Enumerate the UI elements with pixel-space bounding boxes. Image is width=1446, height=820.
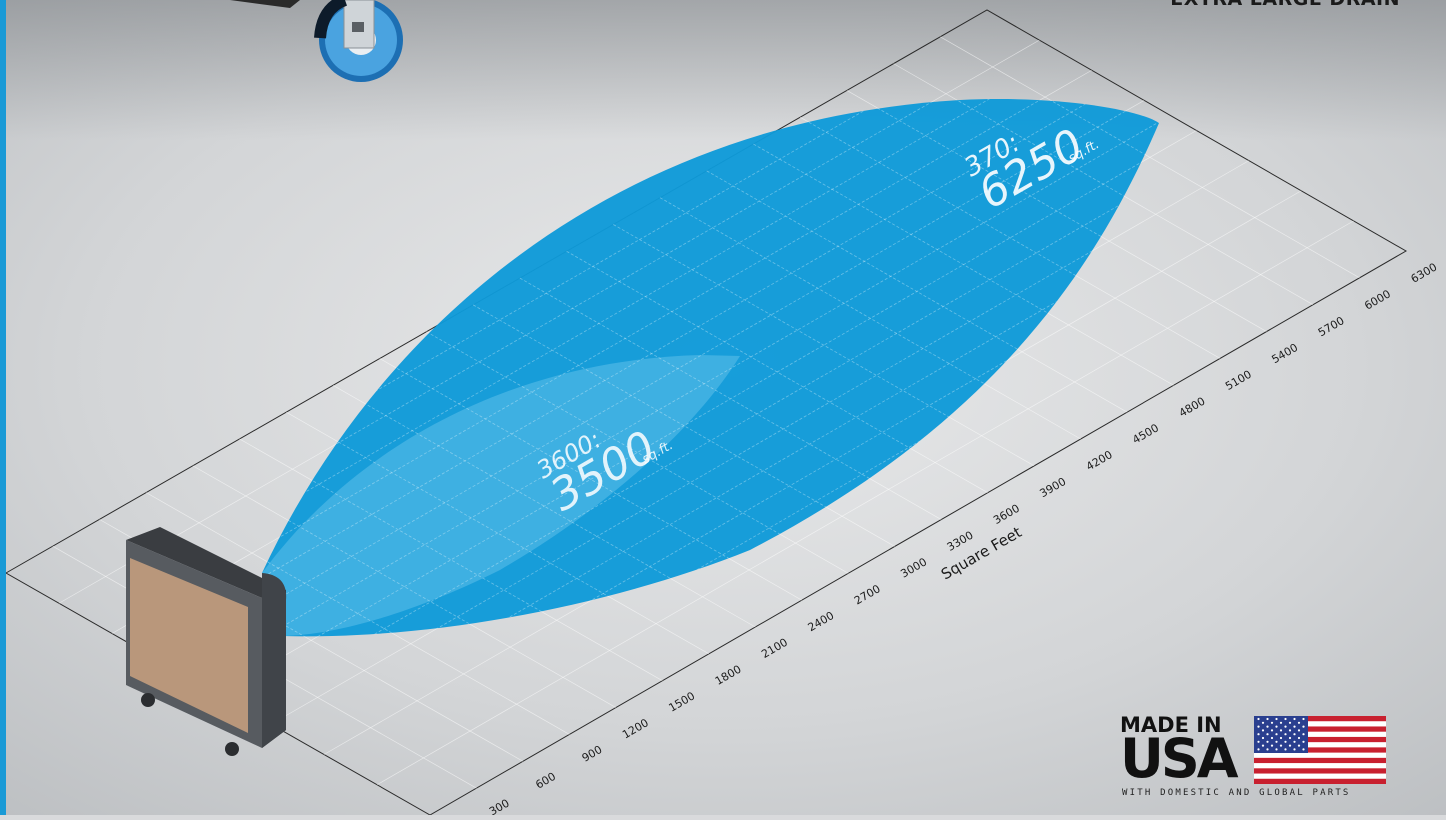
flag-stripe: [1254, 716, 1386, 722]
flag-star: [1302, 717, 1305, 721]
coverage-grid-line: [846, 99, 1159, 332]
flag-star: [1279, 721, 1283, 724]
flag-star: [1266, 725, 1269, 728]
flag-star: [1297, 736, 1301, 740]
made-in-usa-badge: MADE IN USA WITH DOMESTIC AND GLOBAL PAR…: [1120, 714, 1388, 802]
flag-star: [1284, 740, 1287, 743]
flag-star: [1293, 725, 1296, 728]
flag-star: [1293, 748, 1296, 751]
coverage-grid-line: [659, 197, 1081, 440]
flag-star: [1279, 729, 1283, 732]
flag-star: [1266, 733, 1269, 736]
flag-star: [1270, 729, 1274, 732]
coverage-grid-line: [262, 99, 1040, 604]
coverage-grid-line: [262, 99, 1119, 637]
flag-star: [1288, 744, 1292, 747]
coverage-grid-line: [262, 100, 1145, 637]
flag-stripe: [1254, 747, 1386, 753]
flag-star: [1266, 748, 1269, 751]
flag-star: [1270, 721, 1274, 724]
coverage-grid-line: [262, 130, 1159, 637]
coverage-grid-line: [262, 99, 1066, 619]
banner-text: EXTRA LARGE DRAIN: [1170, 0, 1400, 10]
coverage-grid-line: [270, 160, 1159, 637]
coverage-grid-line: [706, 170, 1128, 413]
coverage-grid-line: [799, 116, 1159, 359]
accent-edge-bar: [0, 0, 6, 815]
caster-wheel: [230, 0, 403, 82]
flag-star: [1261, 736, 1265, 740]
flag-star: [1288, 736, 1292, 740]
floor-shadow: [0, 0, 1446, 140]
evaporative-cooler: [126, 527, 287, 756]
grid-line: [376, 220, 1354, 786]
flag-star: [1284, 733, 1287, 736]
flag-star: [1266, 740, 1269, 743]
flag-stripe: [1254, 768, 1386, 774]
badge-subtitle: WITH DOMESTIC AND GLOBAL PARTS: [1122, 788, 1351, 798]
flag-star: [1302, 733, 1305, 736]
flag-stripe: [1254, 757, 1386, 764]
flag-star: [1266, 717, 1269, 721]
coverage-grid-line: [262, 99, 1092, 634]
us-flag-icon: [1254, 716, 1386, 784]
flag-star: [1302, 725, 1305, 728]
flag-stripe: [1254, 726, 1386, 732]
flag-star: [1257, 717, 1260, 721]
flag-star: [1279, 736, 1283, 740]
flag-stripe: [1254, 736, 1386, 743]
flag-star: [1261, 729, 1265, 732]
flag-star: [1257, 740, 1260, 743]
flag-star: [1279, 744, 1283, 747]
coverage-grid-line: [566, 250, 988, 494]
flag-star: [1297, 744, 1301, 747]
flag-star: [1261, 744, 1265, 747]
flag-star: [1275, 725, 1278, 728]
flag-star: [1270, 744, 1274, 747]
badge-made-in: MADE IN: [1120, 713, 1222, 737]
badge-usa: USA: [1120, 727, 1239, 790]
coverage-grid-line: [753, 143, 1159, 386]
flag-star: [1284, 717, 1287, 721]
coverage-grid-line: [519, 277, 942, 520]
flag-star: [1257, 733, 1260, 736]
flag-star: [1257, 725, 1260, 728]
flag-star: [1297, 729, 1301, 732]
flag-star: [1284, 725, 1287, 728]
flag-star: [1288, 729, 1292, 732]
coverage-grid-line: [613, 224, 1035, 467]
flag-star: [1302, 748, 1305, 751]
coverage-area-3600: [262, 355, 740, 636]
flag-star: [1275, 748, 1278, 751]
flag-star: [1257, 748, 1260, 751]
flag-star: [1288, 721, 1292, 724]
flag-star: [1293, 717, 1296, 721]
flag-star: [1275, 740, 1278, 743]
flag-star: [1293, 740, 1296, 743]
flag-stripe: [1254, 778, 1386, 784]
flag-star: [1284, 748, 1287, 751]
flag-star: [1293, 733, 1296, 736]
flag-star: [1261, 721, 1265, 724]
coverage-grid-line: [426, 331, 849, 574]
coverage-grid-line: [262, 115, 1159, 637]
flag-star: [1302, 740, 1305, 743]
flag-star: [1297, 721, 1301, 724]
coverage-grid-line: [262, 99, 1014, 589]
flag-star: [1275, 733, 1278, 736]
flag-star: [1275, 717, 1278, 721]
coverage-grid-line: [472, 304, 895, 547]
coverage-grid-line: [262, 145, 1159, 637]
coverage-grid-line: [893, 99, 1159, 306]
flag-star: [1270, 736, 1274, 740]
